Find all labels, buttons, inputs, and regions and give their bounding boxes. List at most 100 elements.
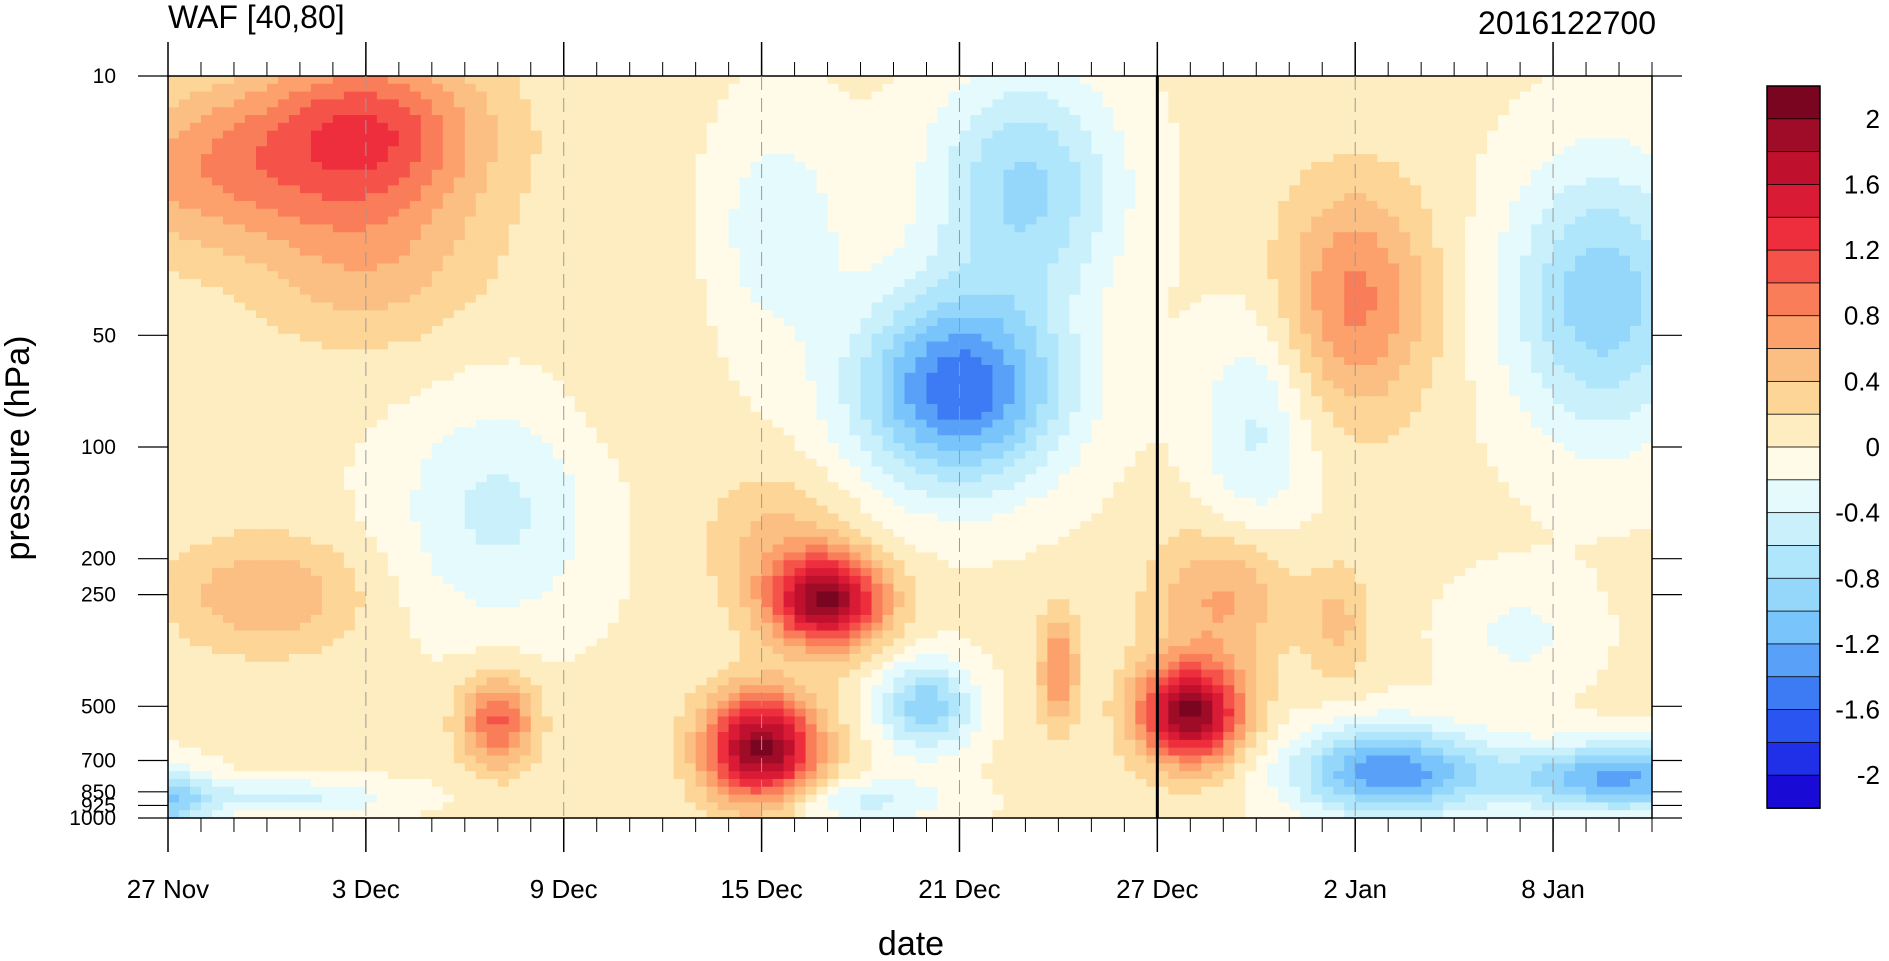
field-cell [420,240,433,249]
field-cell [1399,263,1411,272]
field-cell [1388,91,1400,101]
field-cell [1597,224,1609,233]
field-cell [189,333,202,343]
field-cell [1245,216,1257,225]
field-cell [486,146,499,155]
field-cell [1509,232,1521,241]
field-cell [475,122,488,132]
field-cell [541,154,554,163]
field-cell [321,349,334,358]
field-cell [376,232,389,241]
field-cell [1080,333,1092,343]
field-cell [1355,83,1367,93]
field-cell [1300,76,1312,85]
field-cell [1641,130,1653,140]
field-cell [937,122,950,132]
field-cell [761,279,774,288]
field-cell [1256,271,1268,280]
field-cell [442,161,455,171]
field-cell [915,333,928,343]
field-cell [1399,130,1411,140]
field-cell [728,232,741,241]
field-cell [684,349,697,358]
field-cell [574,302,587,311]
field-cell [849,263,862,272]
field-cell [1388,130,1400,140]
field-cell [1355,318,1367,327]
field-cell [1168,185,1180,194]
field-cell [1608,193,1620,202]
field-cell [1146,138,1158,147]
field-cell [1047,255,1059,265]
field-cell [849,318,862,327]
field-cell [673,154,686,163]
field-cell [1553,216,1565,225]
field-cell [1135,200,1147,210]
field-cell [442,138,455,147]
field-cell [1146,247,1158,257]
field-cell [1630,255,1642,265]
field-cell [464,271,477,280]
field-cell [662,193,675,202]
field-cell [970,115,983,124]
field-cell [475,310,488,319]
field-cell [904,138,917,147]
field-cell [1091,302,1103,311]
field-cell [1036,107,1048,116]
field-cell [1564,325,1576,335]
field-cell [1399,333,1411,343]
field-cell [244,294,257,304]
field-cell [409,91,422,101]
field-cell [860,349,873,358]
field-cell [1190,240,1202,249]
field-cell [211,255,224,265]
field-cell [453,146,466,155]
field-cell [1476,169,1488,179]
field-cell [486,169,499,179]
field-cell [1146,255,1158,265]
field-cell [1333,177,1345,186]
field-cell [1058,200,1070,210]
field-cell [860,185,873,194]
field-cell [1278,76,1290,85]
field-cell [1553,91,1565,101]
field-cell [915,286,928,296]
field-cell [1454,177,1466,186]
field-cell [1388,247,1400,257]
field-cell [1157,232,1169,241]
field-cell [717,349,730,358]
field-cell [1223,232,1235,241]
field-cell [1124,193,1136,202]
field-cell [453,91,466,101]
field-cell [299,279,312,288]
field-cell [717,240,730,249]
field-cell [222,216,235,225]
field-cell [1498,193,1510,202]
field-cell [266,302,279,311]
field-cell [1388,99,1400,108]
field-cell [1025,357,1038,366]
field-cell [530,341,543,350]
field-cell [1058,169,1070,179]
field-cell [365,294,378,304]
field-cell [629,333,642,343]
field-cell [1333,169,1345,179]
field-cell [585,208,598,218]
field-cell [673,286,686,296]
field-cell [1322,216,1334,225]
field-cell [893,310,906,319]
field-cell [1014,169,1027,179]
field-cell [464,333,477,343]
field-cell [409,255,422,265]
field-cell [596,240,609,249]
field-cell [1432,286,1444,296]
field-cell [266,357,279,366]
field-cell [926,310,939,319]
field-cell [1619,83,1631,93]
field-cell [1355,333,1367,343]
field-cell [1234,83,1246,93]
field-cell [1289,271,1301,280]
field-cell [860,357,873,366]
field-cell [168,302,180,311]
field-cell [871,357,884,366]
